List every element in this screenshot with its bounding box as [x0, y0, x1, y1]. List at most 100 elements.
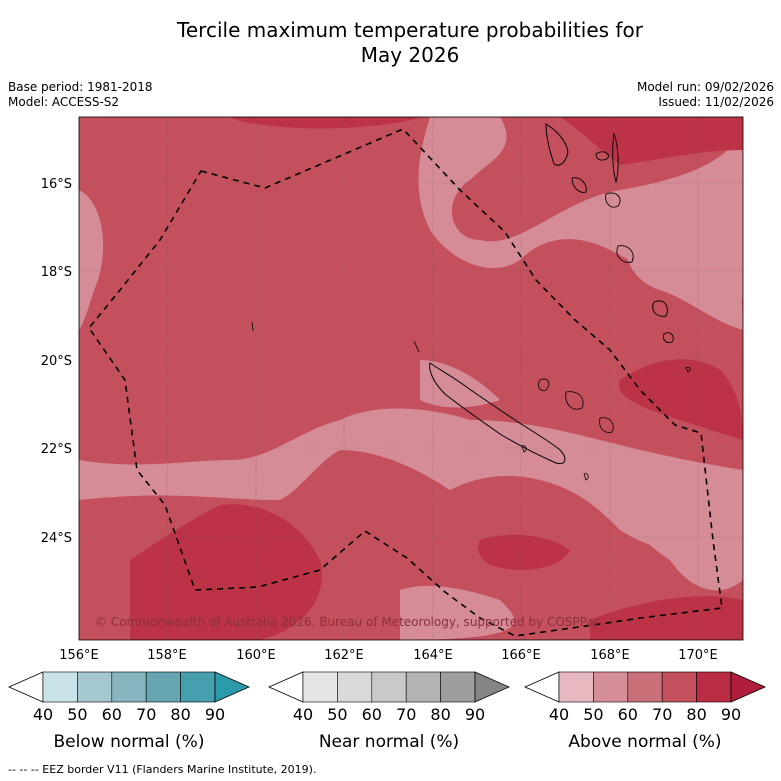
chesterfield-reef	[251, 321, 254, 332]
probability-map: © Commonwealth of Australia 2026, Bureau…	[79, 117, 743, 640]
lon-gridlines	[79, 117, 699, 640]
cb-below-max-arrow	[214, 671, 250, 703]
zone-central-light	[79, 408, 743, 560]
vanuatu-tanna	[652, 300, 668, 317]
cb-near-tick-80: 80	[430, 705, 450, 724]
lon-tick-170: 170°E	[678, 648, 718, 663]
cb-near-bin-50-60	[337, 671, 373, 703]
lat-tick-22s: 22°S	[41, 442, 72, 457]
colorbar-above-normal: 40 50 60 70 80 90 Above normal (%)	[524, 671, 766, 752]
cb-below-bin-80-90	[180, 671, 216, 703]
cb-above-tick-70: 70	[652, 705, 672, 724]
issued-date: Issued: 11/02/2026	[658, 95, 774, 109]
walpole-island	[583, 473, 589, 481]
cb-near-bin-80-90	[440, 671, 476, 703]
lon-tick-156: 156°E	[59, 648, 99, 663]
isle-of-pines	[521, 445, 527, 453]
cb-below-bin-60-70	[111, 671, 147, 703]
lat-tick-16s: 16°S	[41, 177, 72, 192]
cb-above-bin-60-70	[627, 671, 663, 703]
matthew-island	[685, 367, 691, 373]
cb-above-tick-40: 40	[549, 705, 569, 724]
cb-near-tick-70: 70	[396, 705, 416, 724]
lon-tick-164: 164°E	[413, 648, 453, 663]
cb-below-tick-90: 90	[205, 705, 225, 724]
colorbar-near-normal: 40 50 60 70 80 90 Near normal (%)	[268, 671, 510, 752]
cb-above-bin-40-50	[558, 671, 594, 703]
cb-above-max-arrow	[730, 671, 766, 703]
loyalty-island-lifou	[565, 391, 584, 410]
cb-near-min-arrow	[268, 671, 304, 703]
vanuatu-ambae	[595, 151, 609, 161]
zone-east-light	[420, 360, 500, 408]
cb-near-bin-40-50	[302, 671, 338, 703]
lat-tick-20s: 20°S	[41, 354, 72, 369]
belep-island	[413, 340, 420, 353]
base-period: Base period: 1981-2018	[8, 80, 153, 94]
cb-near-tick-50: 50	[327, 705, 347, 724]
cb-below-bin-40-50	[42, 671, 78, 703]
vanuatu-pentecost	[612, 132, 619, 184]
lon-tick-168: 168°E	[590, 648, 630, 663]
cb-below-min-arrow	[8, 671, 44, 703]
right-info: Model run: 09/02/2026 Issued: 11/02/2026	[637, 80, 774, 110]
vanuatu-efate	[605, 192, 621, 208]
cb-above-bin-70-80	[661, 671, 697, 703]
loyalty-island-mare	[599, 417, 614, 433]
zone-northeast-light	[625, 190, 743, 330]
lon-tick-158: 158°E	[147, 648, 187, 663]
cb-near-bin-70-80	[405, 671, 441, 703]
model-name: Model: ACCESS-S2	[8, 95, 120, 109]
vanuatu-espiritu-santo	[545, 123, 569, 166]
cb-near-max-arrow	[474, 671, 510, 703]
colorbar-below-normal: 40 50 60 70 80 90 Below normal (%)	[8, 671, 250, 752]
cb-near-tick-60: 60	[362, 705, 382, 724]
cb-below-bin-50-60	[77, 671, 113, 703]
new-caledonia-island	[429, 362, 566, 465]
eez-border	[87, 128, 723, 637]
cb-near-tick-40: 40	[293, 705, 313, 724]
zone-southcentral-light	[400, 585, 515, 640]
cb-above-tick-80: 80	[686, 705, 706, 724]
vanuatu-malekula	[571, 177, 587, 193]
cb-below-label: Below normal (%)	[54, 732, 205, 752]
cb-above-tick-90: 90	[721, 705, 741, 724]
cb-near-bin-60-70	[371, 671, 407, 703]
cb-above-min-arrow	[524, 671, 560, 703]
title-line-2: May 2026	[360, 43, 460, 67]
lat-tick-18s: 18°S	[41, 265, 72, 280]
vanuatu-aneityum	[663, 332, 674, 343]
vanuatu-erromango	[616, 245, 634, 263]
cb-above-tick-50: 50	[583, 705, 603, 724]
zone-southeast-dark	[590, 596, 743, 640]
title-line-1: Tercile maximum temperature probabilitie…	[177, 18, 643, 42]
left-info: Base period: 1981-2018 Model: ACCESS-S2	[8, 80, 153, 110]
chart-title: Tercile maximum temperature probabilitie…	[0, 18, 781, 68]
cb-below-tick-60: 60	[102, 705, 122, 724]
cb-above-label: Above normal (%)	[568, 732, 721, 752]
model-run: Model run: 09/02/2026	[636, 80, 774, 94]
zone-east-dark	[619, 359, 743, 440]
lon-tick-labels: 156°E 158°E 160°E 162°E 164°E 166°E 168°…	[59, 648, 718, 663]
cb-below-tick-80: 80	[170, 705, 190, 724]
lon-tick-166: 166°E	[501, 648, 541, 663]
map-frame	[78, 116, 744, 641]
cb-near-tick-90: 90	[465, 705, 485, 724]
lon-tick-162: 162°E	[324, 648, 364, 663]
zone-south-dark	[478, 534, 570, 570]
zone-south-light	[620, 475, 743, 591]
lat-tick-24s: 24°S	[41, 531, 72, 546]
cb-below-bin-70-80	[145, 671, 181, 703]
loyalty-island-ouvea	[538, 378, 550, 391]
zone-southwest-dark	[130, 504, 322, 640]
lon-tick-160: 160°E	[236, 648, 276, 663]
cb-above-bin-80-90	[696, 671, 732, 703]
lat-tick-labels: 16°S 18°S 20°S 22°S 24°S	[41, 177, 72, 546]
cb-above-tick-60: 60	[618, 705, 638, 724]
cb-above-bin-50-60	[593, 671, 629, 703]
cb-below-tick-70: 70	[136, 705, 156, 724]
zone-north-dark	[230, 117, 420, 129]
cb-below-tick-40: 40	[33, 705, 53, 724]
cb-near-label: Near normal (%)	[319, 732, 459, 752]
